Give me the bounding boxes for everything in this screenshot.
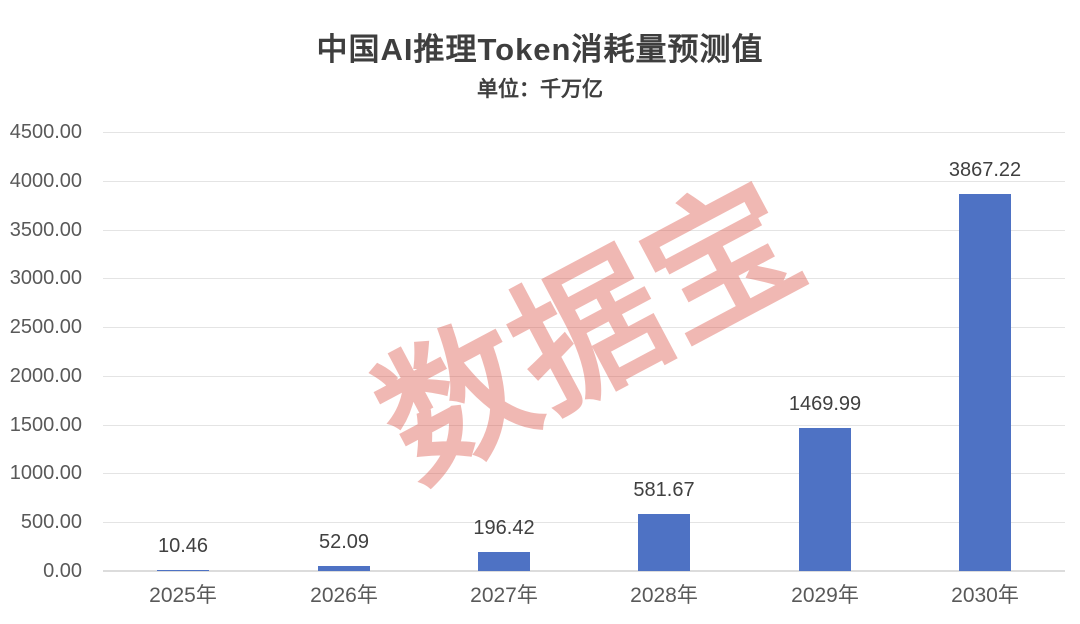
bar-value-label: 3867.22 (948, 159, 1022, 181)
bar-2027年 (478, 552, 530, 571)
bar-2026年 (318, 566, 370, 571)
gridline (103, 180, 1065, 182)
y-tick-label: 4000.00 (9, 169, 82, 192)
gridline (103, 473, 1065, 475)
gridline (103, 424, 1065, 426)
gridline (103, 327, 1065, 329)
x-tick-label: 2025年 (149, 584, 217, 607)
y-tick-label: 500.00 (20, 511, 82, 534)
y-tick-label: 2000.00 (9, 364, 82, 387)
y-tick-label: 0.00 (43, 560, 82, 582)
y-tick-label: 2500.00 (9, 316, 82, 339)
bar-value-label: 581.67 (633, 479, 695, 501)
y-tick-label: 4500.00 (9, 121, 82, 143)
x-tick-label: 2026年 (310, 584, 378, 607)
y-tick-label: 1000.00 (9, 462, 82, 485)
x-axis-line (103, 570, 1065, 572)
bar-2029年 (799, 428, 851, 571)
bar-value-label: 1469.99 (788, 393, 862, 415)
x-tick-label: 2029年 (791, 584, 859, 607)
x-tick-label: 2028年 (630, 584, 698, 607)
gridline (103, 278, 1065, 280)
bar-value-label: 10.46 (157, 535, 209, 557)
chart-title: 中国AI推理Token消耗量预测值 (316, 32, 764, 67)
gridline (103, 522, 1065, 524)
bar-value-label: 52.09 (318, 531, 370, 553)
bar-2025年 (157, 570, 209, 571)
x-tick-label: 2027年 (470, 584, 538, 607)
gridline (103, 229, 1065, 231)
x-tick-label: 2030年 (951, 584, 1019, 607)
bar-2030年 (959, 194, 1011, 571)
chart-subtitle: 单位：千万亿 (477, 78, 603, 101)
y-tick-label: 3500.00 (9, 218, 82, 241)
bar-2028年 (638, 514, 690, 571)
y-tick-label: 3000.00 (9, 267, 82, 290)
bar-value-label: 196.42 (473, 517, 535, 539)
y-tick-label: 1500.00 (9, 413, 82, 436)
gridline (103, 132, 1065, 133)
gridline (103, 375, 1065, 377)
